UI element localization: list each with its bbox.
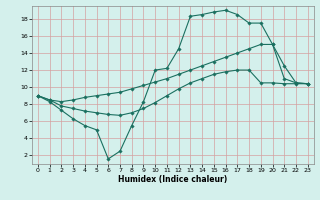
X-axis label: Humidex (Indice chaleur): Humidex (Indice chaleur) xyxy=(118,175,228,184)
